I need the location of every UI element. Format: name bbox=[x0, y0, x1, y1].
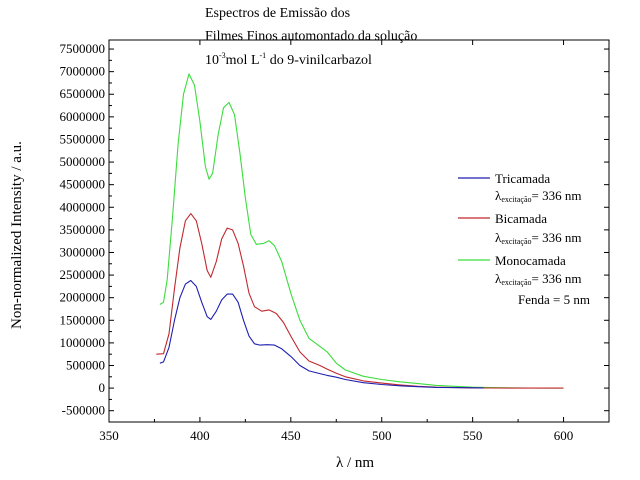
title-compound: do 9-vinilcarbazol bbox=[266, 53, 372, 68]
slit-annotation: Fenda = 5 nm bbox=[518, 292, 590, 307]
x-tick-label: 550 bbox=[463, 428, 483, 443]
legend-note-subscript: excitação bbox=[501, 237, 532, 246]
title-concentration-base: 10 bbox=[205, 53, 219, 68]
x-tick-label: 350 bbox=[99, 428, 119, 443]
legend-note-symbol: λ bbox=[495, 230, 502, 245]
legend-note-bicamada: λexcitação= 336 nm bbox=[495, 230, 581, 246]
series-lines bbox=[156, 73, 564, 389]
x-tick-label: 600 bbox=[554, 428, 574, 443]
y-tick-label: 1500000 bbox=[60, 312, 106, 327]
y-tick-label: 6500000 bbox=[60, 86, 106, 101]
y-tick-label: 4000000 bbox=[60, 199, 106, 214]
legend-note-value: = 336 nm bbox=[531, 188, 582, 203]
legend-label-bicamada: Bicamada bbox=[495, 211, 547, 226]
legend-label-tricamada: Tricamada bbox=[495, 171, 551, 186]
y-tick-label: 5500000 bbox=[60, 131, 106, 146]
series-line-tricamada bbox=[159, 279, 484, 389]
legend-swatches bbox=[458, 177, 490, 261]
chart-title-line-1: Espectros de Emissão dos bbox=[205, 6, 351, 21]
y-tick-label: 3500000 bbox=[60, 222, 106, 237]
series-line-bicamada bbox=[156, 213, 564, 389]
y-axis-label: Non-normalized Intensity / a.u. bbox=[9, 141, 25, 329]
y-tick-label: 4500000 bbox=[60, 177, 106, 192]
y-tick-label: 0 bbox=[99, 380, 106, 395]
y-tick-label: 500000 bbox=[66, 357, 105, 372]
y-tick-label: -500000 bbox=[62, 403, 105, 418]
series-line-monocamada bbox=[159, 73, 564, 389]
y-tick-label: 3000000 bbox=[60, 244, 106, 259]
plot-border bbox=[108, 39, 610, 423]
legend-note-subscript: excitação bbox=[501, 278, 532, 287]
y-tick-label: 6000000 bbox=[60, 109, 106, 124]
y-tick-label: 5000000 bbox=[60, 154, 106, 169]
x-tick-label: 450 bbox=[281, 428, 301, 443]
chart-title-line-2: Filmes Finos automontado da solução bbox=[205, 29, 418, 44]
y-tick-label: 7500000 bbox=[60, 41, 106, 56]
legend-note-symbol: λ bbox=[495, 188, 502, 203]
y-tick-label: 2500000 bbox=[60, 267, 106, 282]
title-unit-exponent: -1 bbox=[259, 51, 267, 60]
legend-note-monocamada: λexcitação= 336 nm bbox=[495, 271, 581, 287]
x-axis-label: λ / nm bbox=[336, 455, 374, 471]
x-tick-label: 500 bbox=[372, 428, 392, 443]
y-axis-ticks: -500000 0 500000 1000000 1500000 2000000 25000… bbox=[60, 41, 609, 418]
chart-title-line-3: 10-3mol L-1 do 9-vinilcarbazol bbox=[205, 51, 372, 69]
legend-note-tricamada: λexcitação= 336 nm bbox=[495, 188, 581, 204]
y-tick-label: 1000000 bbox=[60, 335, 106, 350]
y-tick-label: 2000000 bbox=[60, 290, 106, 305]
legend-note-subscript: excitação bbox=[501, 195, 532, 204]
x-tick-label: 400 bbox=[190, 428, 210, 443]
legend-note-value: = 336 nm bbox=[531, 271, 582, 286]
x-axis-ticks: 350 400 450 500 550 600 bbox=[99, 40, 573, 443]
plot-frame bbox=[108, 39, 610, 423]
title-concentration-exponent: -3 bbox=[219, 51, 226, 60]
y-tick-label: 7000000 bbox=[60, 64, 106, 79]
legend-note-symbol: λ bbox=[495, 271, 502, 286]
legend-label-monocamada: Monocamada bbox=[495, 253, 566, 268]
legend-note-value: = 336 nm bbox=[531, 230, 582, 245]
title-concentration-unit: mol L bbox=[225, 53, 260, 68]
